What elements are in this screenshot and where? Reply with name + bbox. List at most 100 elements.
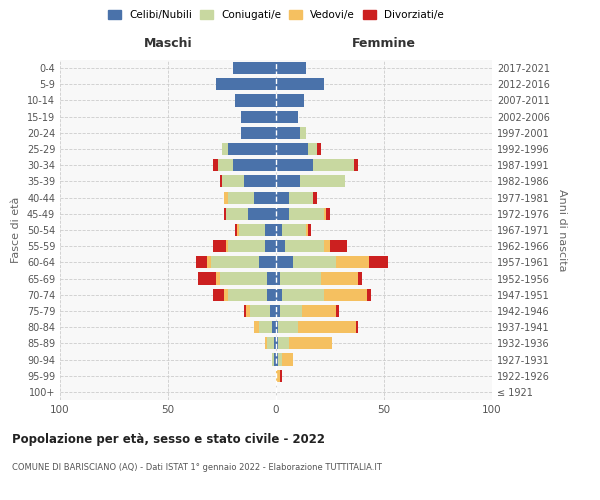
Bar <box>284 240 323 252</box>
Bar <box>239 224 265 236</box>
Bar <box>235 224 237 236</box>
Bar <box>280 305 302 317</box>
Bar <box>276 354 278 366</box>
Bar <box>269 305 276 317</box>
Legend: Celibi/Nubili, Coniugati/e, Vedovi/e, Divorziati/e: Celibi/Nubili, Coniugati/e, Vedovi/e, Di… <box>106 8 446 22</box>
Bar <box>283 354 293 366</box>
Bar <box>233 62 276 74</box>
Bar <box>268 338 274 349</box>
Y-axis label: Anni di nascita: Anni di nascita <box>557 188 566 271</box>
Bar <box>272 354 274 366</box>
Bar <box>233 159 276 172</box>
Text: Popolazione per età, sesso e stato civile - 2022: Popolazione per età, sesso e stato civil… <box>12 432 325 446</box>
Bar <box>198 272 215 284</box>
Bar <box>254 321 259 333</box>
Bar <box>214 240 226 252</box>
Bar <box>254 192 276 203</box>
Bar <box>276 321 278 333</box>
Bar <box>289 192 313 203</box>
Bar <box>276 127 300 139</box>
Bar <box>229 288 268 301</box>
Bar <box>224 288 229 301</box>
Bar <box>259 256 276 268</box>
Bar <box>276 272 280 284</box>
Bar <box>369 256 388 268</box>
Bar <box>276 305 280 317</box>
Bar <box>265 240 276 252</box>
Bar <box>358 272 362 284</box>
Bar <box>220 272 268 284</box>
Bar <box>246 305 250 317</box>
Bar <box>276 256 293 268</box>
Bar <box>367 288 371 301</box>
Bar <box>276 338 278 349</box>
Bar <box>293 256 337 268</box>
Bar <box>356 321 358 333</box>
Bar <box>224 192 229 203</box>
Bar <box>248 208 276 220</box>
Bar <box>268 272 276 284</box>
Bar <box>276 159 313 172</box>
Bar <box>226 240 229 252</box>
Bar <box>298 321 356 333</box>
Bar <box>280 272 322 284</box>
Bar <box>215 78 276 90</box>
Bar <box>354 159 358 172</box>
Bar <box>265 338 268 349</box>
Bar <box>211 256 259 268</box>
Bar <box>276 94 304 106</box>
Bar <box>265 224 276 236</box>
Bar <box>278 321 298 333</box>
Text: Femmine: Femmine <box>352 37 416 50</box>
Bar <box>274 338 276 349</box>
Bar <box>229 143 276 155</box>
Bar <box>276 110 298 122</box>
Bar <box>300 127 306 139</box>
Bar <box>323 288 367 301</box>
Bar <box>276 192 289 203</box>
Bar <box>220 176 222 188</box>
Bar <box>276 62 306 74</box>
Text: Maschi: Maschi <box>143 37 193 50</box>
Bar <box>235 94 276 106</box>
Y-axis label: Fasce di età: Fasce di età <box>11 197 21 263</box>
Bar <box>289 338 332 349</box>
Bar <box>214 159 218 172</box>
Bar <box>322 272 358 284</box>
Bar <box>308 224 311 236</box>
Bar <box>337 256 369 268</box>
Bar <box>278 338 289 349</box>
Bar <box>317 143 322 155</box>
Bar <box>222 143 229 155</box>
Bar <box>276 208 289 220</box>
Bar <box>326 208 330 220</box>
Bar <box>250 305 269 317</box>
Bar <box>278 354 283 366</box>
Bar <box>323 208 326 220</box>
Bar <box>241 110 276 122</box>
Bar <box>272 321 276 333</box>
Bar <box>313 192 317 203</box>
Bar <box>244 305 246 317</box>
Bar <box>215 272 220 284</box>
Bar <box>274 354 276 366</box>
Bar <box>276 176 300 188</box>
Bar <box>229 192 254 203</box>
Bar <box>330 240 347 252</box>
Bar <box>218 159 233 172</box>
Bar <box>224 208 226 220</box>
Bar <box>302 305 337 317</box>
Bar <box>283 288 323 301</box>
Bar <box>196 256 207 268</box>
Bar <box>244 176 276 188</box>
Bar <box>276 240 284 252</box>
Bar <box>214 288 224 301</box>
Bar <box>337 305 338 317</box>
Bar <box>276 224 283 236</box>
Bar <box>237 224 239 236</box>
Bar <box>289 208 323 220</box>
Bar <box>259 321 272 333</box>
Bar <box>222 176 244 188</box>
Bar <box>283 224 306 236</box>
Bar <box>276 143 308 155</box>
